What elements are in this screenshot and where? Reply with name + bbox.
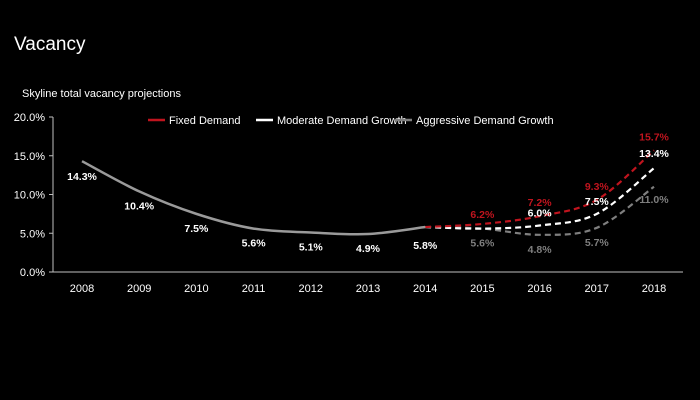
data-label: 7.2%	[528, 197, 553, 209]
data-label: 11.0%	[639, 194, 669, 206]
x-tick-label: 2010	[184, 283, 208, 295]
data-label: 4.9%	[356, 243, 381, 255]
data-label: 15.7%	[639, 131, 669, 143]
data-label: 9.3%	[585, 181, 610, 193]
data-label: 10.4%	[124, 200, 154, 212]
data-label: 5.6%	[242, 238, 267, 250]
x-tick-label: 2009	[127, 283, 151, 295]
historical-line	[81, 160, 426, 236]
data-label: 13.4%	[639, 148, 669, 160]
x-tick-label: 2008	[70, 283, 94, 295]
x-tick-label: 2018	[642, 283, 666, 295]
y-tick-label: 20.0%	[14, 112, 45, 124]
data-label: 5.8%	[413, 240, 438, 252]
projection-line	[425, 167, 655, 230]
y-tick-label: 5.0%	[20, 228, 45, 240]
data-label: 5.6%	[470, 238, 495, 250]
data-label: 5.1%	[299, 241, 324, 253]
slide-title: Vacancy	[14, 34, 86, 55]
x-tick-label: 2012	[299, 283, 323, 295]
x-tick-label: 2016	[527, 283, 551, 295]
projection-line	[425, 149, 655, 229]
data-label: 6.0%	[528, 208, 553, 220]
x-tick-label: 2015	[470, 283, 494, 295]
data-label: 5.7%	[585, 237, 610, 249]
data-label: 4.8%	[528, 244, 553, 256]
data-label: 7.5%	[184, 223, 209, 235]
data-label: 7.5%	[585, 196, 610, 208]
x-tick-label: 2017	[585, 283, 609, 295]
x-tick-label: 2013	[356, 283, 380, 295]
y-tick-label: 0.0%	[20, 267, 45, 279]
data-label: 14.3%	[67, 171, 97, 183]
y-tick-label: 15.0%	[14, 151, 45, 163]
data-label: 6.2%	[470, 209, 495, 221]
legend-label: Moderate Demand Growth	[277, 115, 407, 127]
x-tick-label: 2011	[242, 283, 266, 295]
chart-subtitle: Skyline total vacancy projections	[22, 88, 181, 100]
legend-label: Aggressive Demand Growth	[416, 115, 554, 127]
x-tick-label: 2014	[413, 283, 437, 295]
legend-label: Fixed Demand	[169, 115, 241, 127]
y-tick-label: 10.0%	[14, 190, 45, 202]
